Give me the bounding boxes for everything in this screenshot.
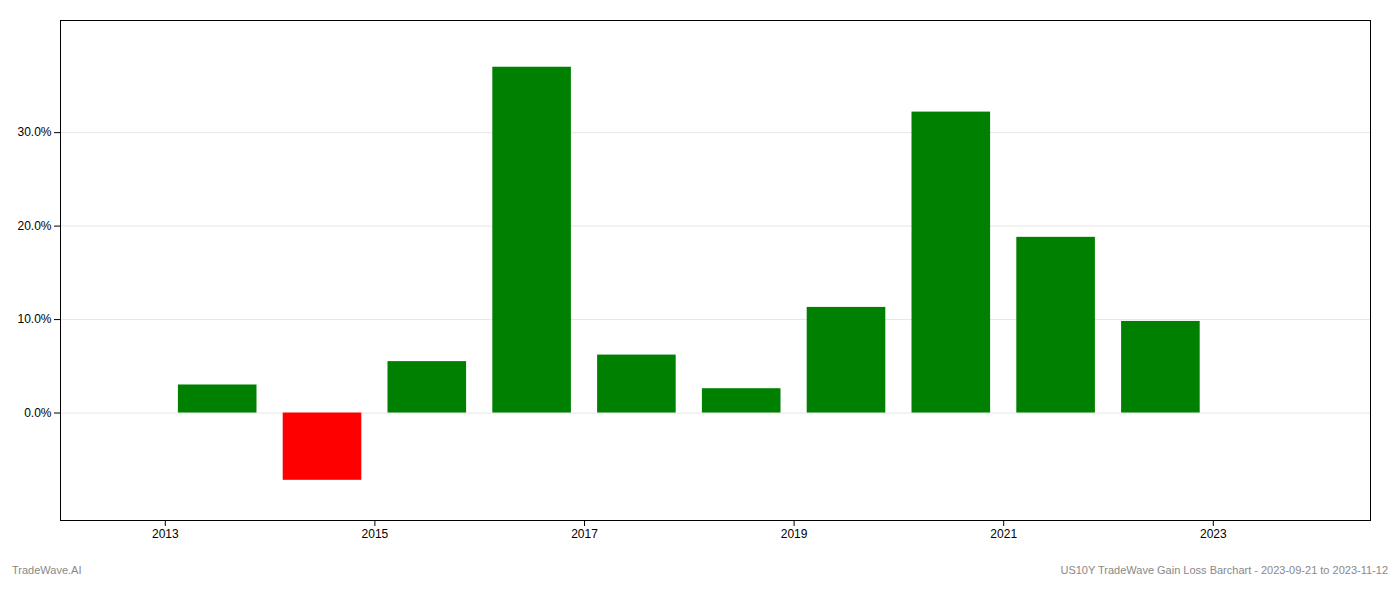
svg-text:2023: 2023 (1200, 527, 1227, 541)
svg-text:2015: 2015 (362, 527, 389, 541)
svg-text:10.0%: 10.0% (17, 312, 51, 326)
svg-text:20.0%: 20.0% (17, 219, 51, 233)
html-text:US10Y TradeWave Gain Loss Barc: US10Y TradeWave Gain Loss Barchart - 202… (1060, 564, 1388, 576)
svg-text:30.0%: 30.0% (17, 125, 51, 139)
svg-text:2017: 2017 (571, 527, 598, 541)
svg-text:2019: 2019 (781, 527, 808, 541)
svg-text:2013: 2013 (152, 527, 179, 541)
svg-text:0.0%: 0.0% (24, 406, 52, 420)
svg-text:2021: 2021 (990, 527, 1017, 541)
html-text:TradeWave.AI: TradeWave.AI (12, 564, 82, 576)
